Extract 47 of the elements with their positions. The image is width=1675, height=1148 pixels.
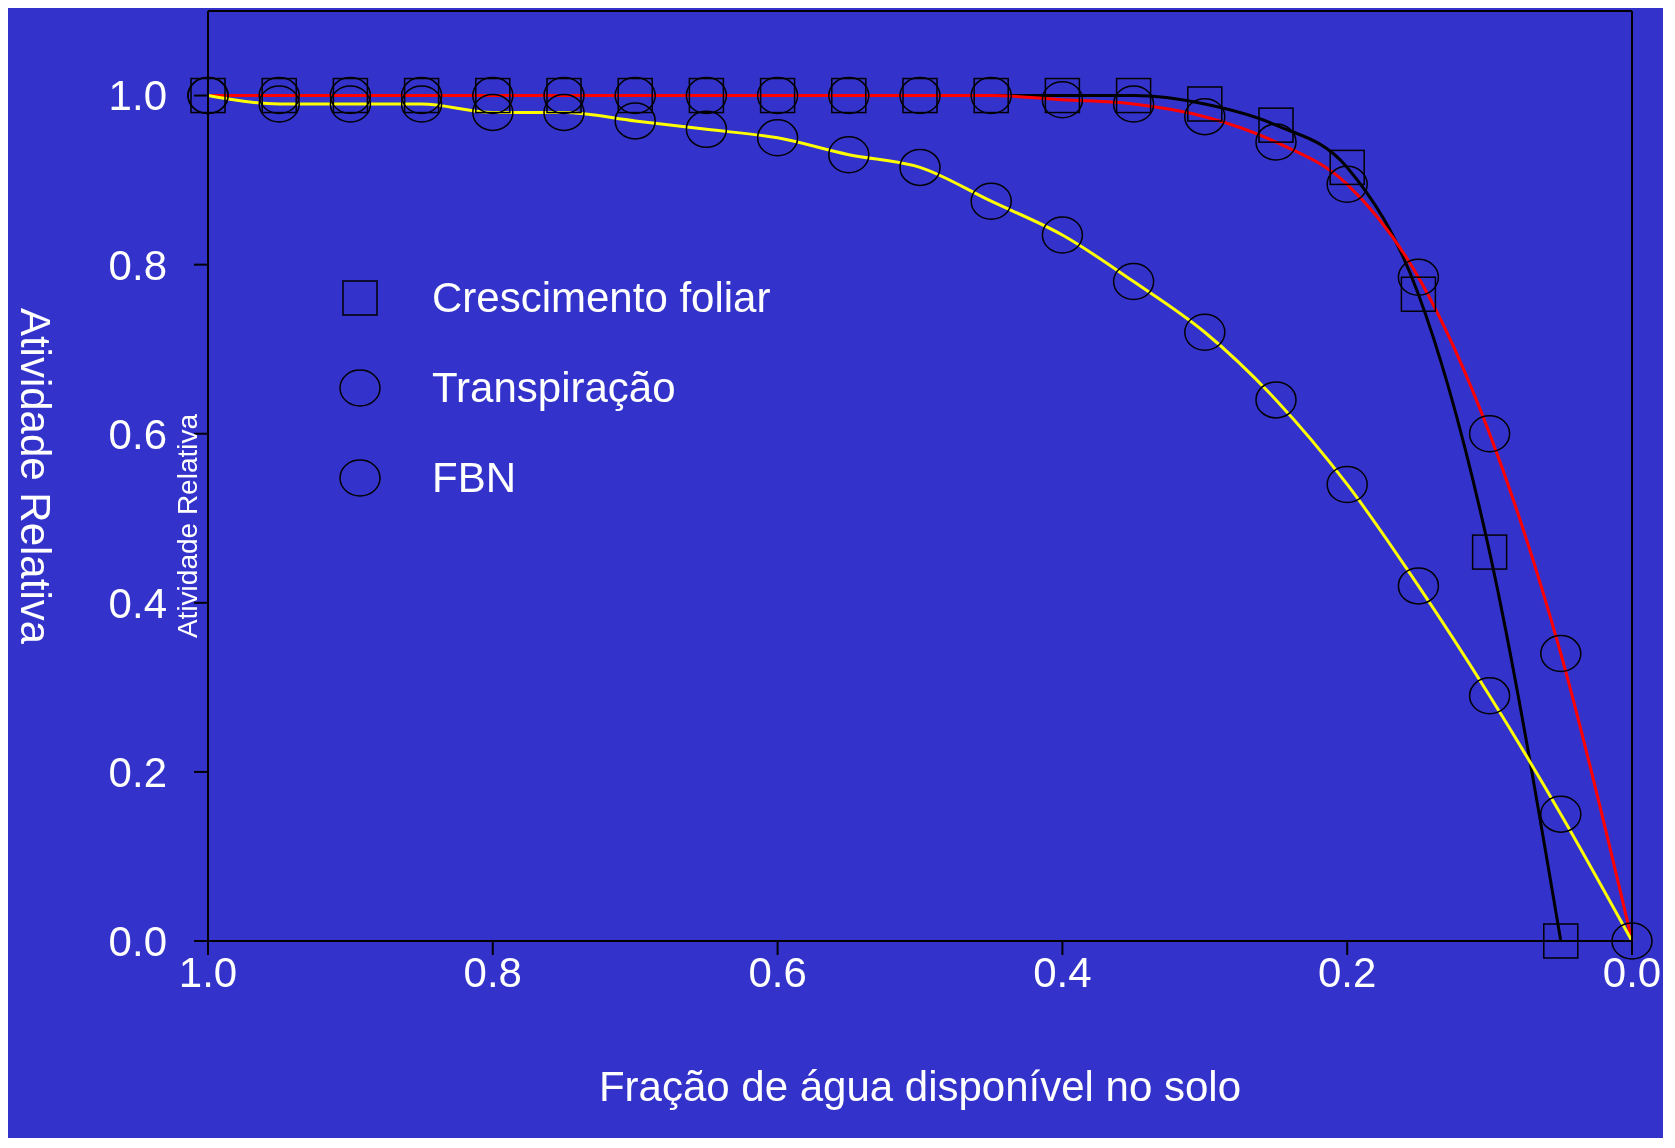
point bbox=[685, 110, 728, 149]
point bbox=[899, 148, 941, 187]
point bbox=[1397, 567, 1440, 605]
legend-label: FBN bbox=[432, 454, 516, 502]
y-tick-label: 0.4 bbox=[108, 579, 167, 627]
point bbox=[472, 93, 514, 132]
y-axis-title: Atividade Relativa bbox=[12, 307, 60, 645]
x-axis-title: Fração de água disponível no solo bbox=[598, 1063, 1242, 1110]
x-tick-label: 0.8 bbox=[463, 948, 522, 996]
x-tick-label: 0.4 bbox=[1033, 948, 1092, 996]
point bbox=[1041, 216, 1084, 254]
point bbox=[1184, 97, 1226, 136]
point bbox=[1468, 414, 1511, 453]
point bbox=[1540, 634, 1582, 673]
point bbox=[1112, 85, 1155, 123]
x-tick-label: 0.2 bbox=[1318, 948, 1377, 996]
point bbox=[828, 135, 870, 174]
x-tick-label: 0.6 bbox=[748, 948, 807, 996]
point bbox=[1255, 381, 1297, 419]
y-tick-label: 1.0 bbox=[108, 72, 167, 120]
point bbox=[1543, 923, 1579, 959]
y-tick-label: 0.6 bbox=[108, 410, 167, 458]
point bbox=[400, 85, 443, 123]
point bbox=[543, 93, 585, 132]
point bbox=[1611, 922, 1653, 960]
point bbox=[1326, 165, 1368, 204]
y-tick-label: 0.8 bbox=[108, 241, 167, 289]
x-tick-label: 0.0 bbox=[1602, 948, 1662, 996]
text: Atividade Relativa bbox=[172, 413, 204, 639]
point bbox=[756, 119, 799, 157]
point bbox=[970, 182, 1012, 220]
point bbox=[614, 102, 656, 140]
point bbox=[1184, 313, 1226, 352]
point bbox=[258, 85, 300, 123]
point bbox=[1397, 258, 1440, 297]
legend-label: Transpiração bbox=[432, 364, 676, 412]
point bbox=[1471, 534, 1508, 570]
point bbox=[1540, 795, 1582, 833]
legend-label: Crescimento foliar bbox=[432, 274, 771, 322]
point bbox=[329, 85, 372, 123]
point bbox=[1112, 262, 1155, 301]
y-tick-label: 0.0 bbox=[108, 917, 167, 965]
point bbox=[1326, 465, 1368, 504]
point bbox=[1468, 677, 1511, 715]
x-tick-label: 1.0 bbox=[178, 948, 238, 996]
y-tick-label: 0.2 bbox=[108, 748, 167, 796]
point bbox=[1255, 123, 1297, 161]
